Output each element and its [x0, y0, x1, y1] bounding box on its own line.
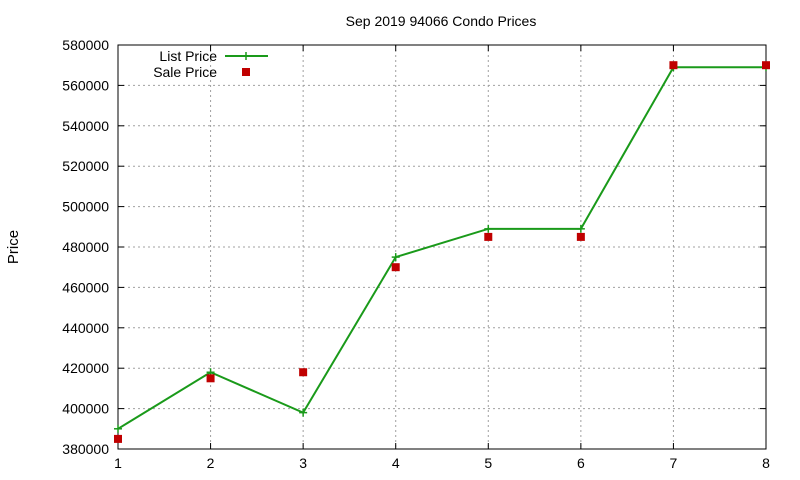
series-layer [114, 61, 770, 443]
legend-label: List Price [159, 48, 217, 64]
y-tick-label: 580000 [62, 37, 109, 53]
plus-marker [391, 253, 400, 262]
square-marker [114, 434, 122, 443]
y-tick-label: 480000 [62, 239, 109, 255]
y-tick-label: 520000 [62, 158, 109, 174]
square-marker [242, 68, 250, 76]
axes: 380000 400000 420000 440000 460000 480000 5000… [62, 37, 770, 471]
y-tick-label: 380000 [62, 441, 109, 457]
x-tick-label: 3 [299, 455, 307, 471]
x-tick-label: 4 [392, 455, 400, 471]
x-tick-label: 7 [670, 455, 678, 471]
plus-marker [299, 408, 308, 417]
y-tick-label: 420000 [62, 360, 109, 376]
plus-marker [484, 224, 493, 233]
x-tick-label: 6 [577, 455, 585, 471]
y-tick-label: 440000 [62, 320, 109, 336]
plus-marker [114, 424, 122, 433]
square-marker [299, 368, 308, 377]
series-line [117, 66, 766, 430]
plus-marker [576, 224, 585, 233]
square-marker [669, 61, 678, 70]
square-marker [484, 232, 493, 241]
grid-lines [118, 45, 766, 449]
y-axis-label: Price [5, 230, 22, 264]
y-tick-label: 400000 [62, 401, 109, 417]
y-tick-label: 540000 [62, 118, 109, 134]
x-tick-label: 2 [207, 455, 215, 471]
x-tick-label: 1 [114, 455, 122, 471]
y-tick-label: 500000 [62, 199, 109, 215]
x-tick-label: 5 [484, 455, 492, 471]
legend-label: Sale Price [153, 64, 217, 80]
y-tick-label: 460000 [62, 279, 109, 295]
y-tick-label: 560000 [62, 77, 109, 93]
x-tick-label: 8 [762, 455, 770, 471]
plus-marker [242, 52, 250, 60]
square-marker [391, 263, 400, 272]
square-marker [206, 374, 215, 383]
square-marker [762, 61, 770, 70]
square-marker [576, 232, 585, 241]
chart-title: Sep 2019 94066 Condo Prices [346, 13, 537, 29]
series-sale-price [114, 61, 770, 443]
